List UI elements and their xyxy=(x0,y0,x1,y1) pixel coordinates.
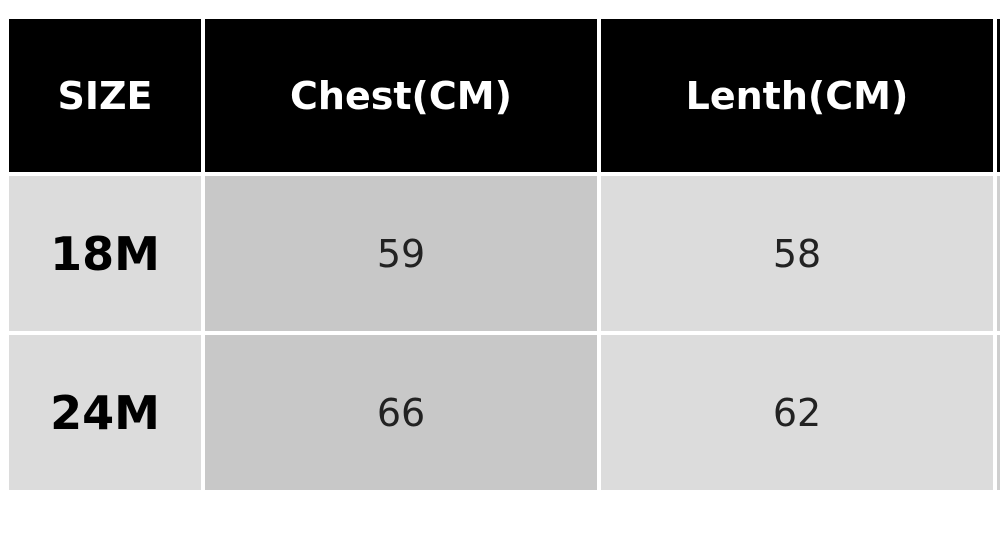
row-2-length: 62 xyxy=(601,335,993,490)
row-2-cut-off xyxy=(997,335,1000,490)
header-cut-off xyxy=(997,19,1000,172)
row-1-cut-off xyxy=(997,176,1000,331)
header-chest: Chest(CM) xyxy=(205,19,597,172)
row-1-chest: 59 xyxy=(205,176,597,331)
row-2-chest: 66 xyxy=(205,335,597,490)
row-2-size: 24M xyxy=(9,335,201,490)
header-size: SIZE xyxy=(9,19,201,172)
row-1-length: 58 xyxy=(601,176,993,331)
header-length: Lenth(CM) xyxy=(601,19,993,172)
row-1-size: 18M xyxy=(9,176,201,331)
